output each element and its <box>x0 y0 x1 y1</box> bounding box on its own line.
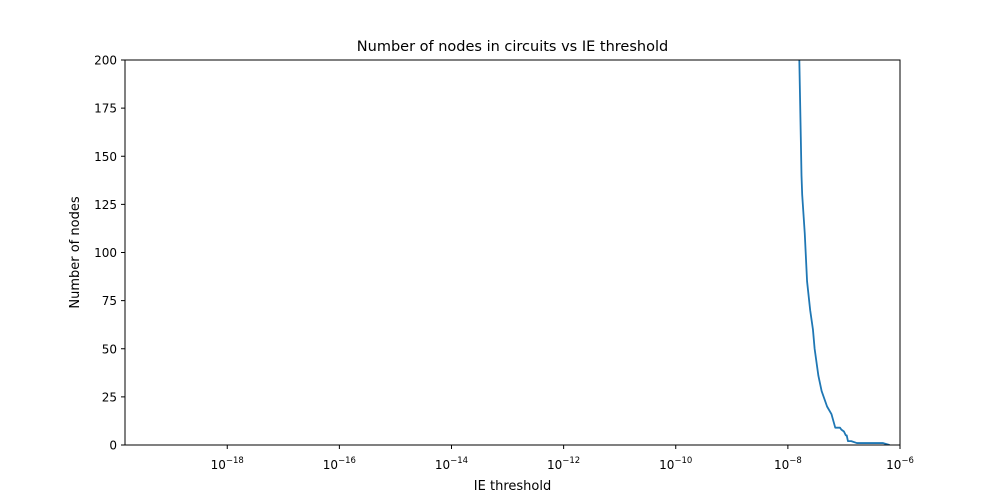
y-tick-label: 175 <box>94 102 117 116</box>
y-tick-label: 75 <box>102 294 117 308</box>
y-tick-label: 200 <box>94 54 117 68</box>
series-layer <box>798 60 890 445</box>
x-tick-label: 10−18 <box>211 456 244 472</box>
plot-background <box>125 60 900 445</box>
y-tick-label: 50 <box>102 342 117 356</box>
x-tick-label: 10−16 <box>323 456 356 472</box>
y-tick-label: 125 <box>94 198 117 212</box>
x-tick-label: 10−6 <box>886 456 914 472</box>
series-line <box>798 60 890 445</box>
plot-area <box>124 59 901 446</box>
chart-title: Number of nodes in circuits vs IE thresh… <box>357 39 668 55</box>
y-tick-label: 0 <box>109 439 117 453</box>
x-axis: 10−18 10−16 10−14 10−12 10−10 10−8 10−6 <box>211 445 914 472</box>
x-tick-label: 10−10 <box>659 456 692 472</box>
y-axis: 0 25 50 75 100 125 150 175 200 <box>94 54 125 453</box>
x-axis-label: IE threshold <box>474 479 551 494</box>
y-tick-label: 100 <box>94 246 117 260</box>
y-axis-label: Number of nodes <box>68 196 83 308</box>
y-tick-label: 25 <box>102 390 117 404</box>
x-tick-label: 10−14 <box>435 456 468 472</box>
x-tick-label: 10−12 <box>547 456 580 472</box>
y-tick-label: 150 <box>94 150 117 164</box>
x-tick-label: 10−8 <box>774 456 802 472</box>
